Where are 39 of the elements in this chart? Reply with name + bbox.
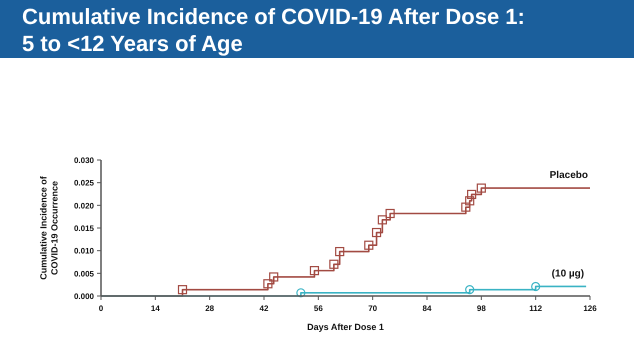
- x-tick-label: 84: [422, 304, 432, 313]
- point: [269, 272, 278, 282]
- point: [296, 288, 306, 298]
- x-tick-label: 42: [260, 304, 269, 313]
- point: [531, 282, 540, 292]
- point: [465, 196, 474, 206]
- point: [465, 285, 474, 294]
- point: [378, 215, 387, 224]
- y-tick-label: 0.025: [74, 178, 95, 188]
- y-tick-label: 0.010: [74, 246, 95, 256]
- point: [263, 279, 272, 288]
- point: [461, 202, 470, 212]
- point: [335, 246, 344, 256]
- x-tick-label: 98: [476, 304, 486, 313]
- x-tick-label: 56: [314, 304, 324, 313]
- point: [476, 184, 486, 193]
- x-tick-label: 70: [368, 304, 378, 313]
- series-label: (10 µg): [552, 268, 584, 280]
- y-tick-label: 0.015: [74, 224, 95, 233]
- y-tick-label: 0.000: [74, 292, 95, 301]
- x-tick-label: 0: [98, 304, 104, 313]
- y-tick-label: 0.005: [74, 269, 95, 278]
- x-tick-label: 28: [205, 304, 215, 313]
- x-tick-label: 14: [150, 304, 160, 313]
- point: [386, 208, 395, 218]
- y-tick-label: 0.030: [74, 156, 95, 165]
- x-axis-title: Days After Dose 1: [307, 322, 384, 332]
- point: [364, 240, 374, 250]
- point: [329, 260, 338, 269]
- point: [372, 228, 382, 238]
- point: [310, 266, 320, 276]
- y-tick-label: 0.020: [74, 201, 95, 210]
- chart-title: Cumulative Incidence of COVID-19 After Dose 1: 5 to <12 Years of Age: [22, 4, 525, 56]
- point: [178, 285, 188, 294]
- x-tick-label: 112: [529, 304, 543, 313]
- y-axis-title: Cumulative Incidence of COVID-19 Occurrence: [38, 175, 60, 280]
- point: [467, 190, 476, 200]
- x-tick-label: 126: [583, 304, 598, 313]
- series-label: Placebo: [550, 170, 588, 182]
